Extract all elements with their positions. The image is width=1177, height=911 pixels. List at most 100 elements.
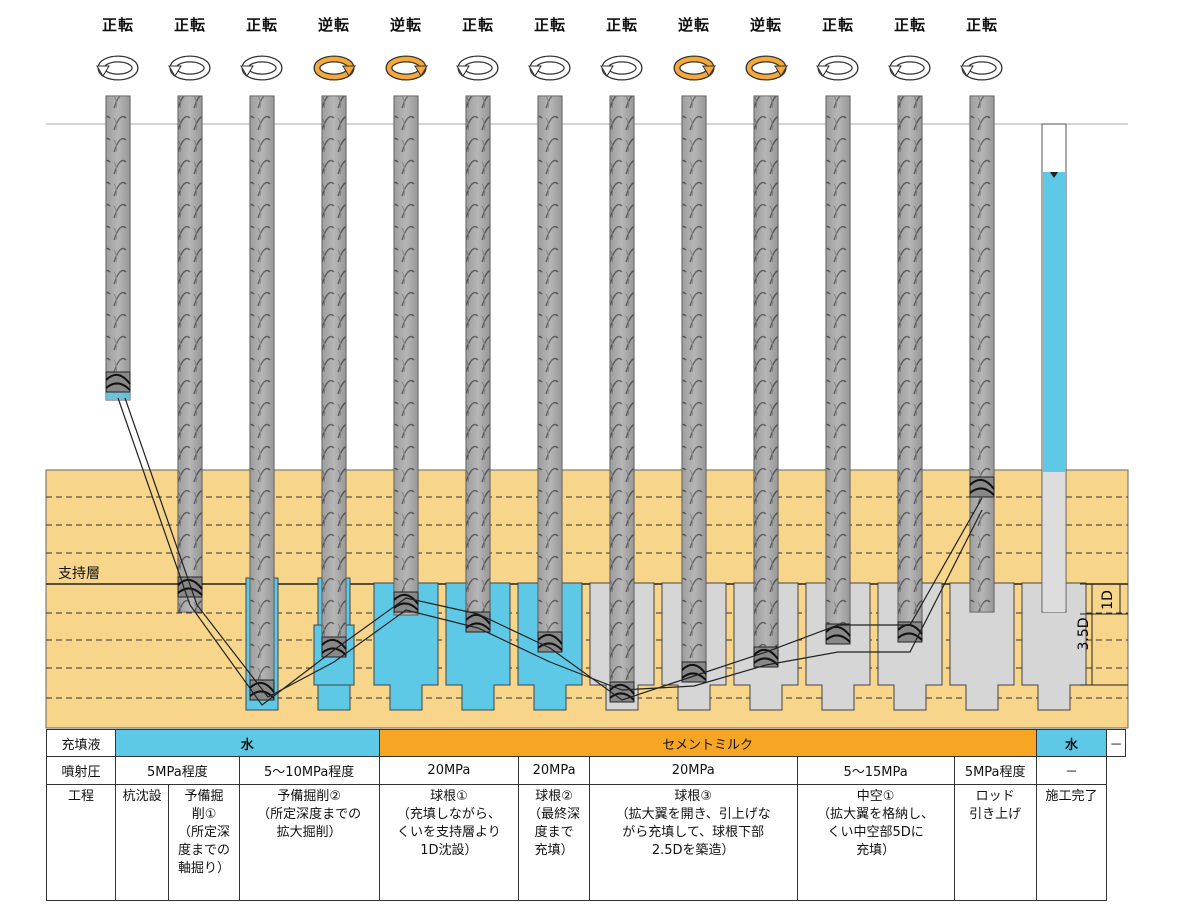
process-line: 度まで xyxy=(534,825,574,840)
soil-layer xyxy=(45,469,1129,729)
drill-rod xyxy=(969,95,995,613)
process-line: くいを支持層より xyxy=(397,825,501,840)
dim-35d-label: 3.5D xyxy=(1076,617,1092,650)
process-row-label: 工程 xyxy=(46,784,116,901)
process-cell: 球根① （充填しながら、 くいを支持層より 1D沈設） xyxy=(378,784,520,901)
drill-rod xyxy=(177,95,203,613)
process-table: 充填液 水 セメントミルク 水 － 噴射圧 5MPa程度 5～10MPa程度 2… xyxy=(46,729,1126,901)
process-cell: 予備掘 削① （所定深 度までの 軸掘り） xyxy=(168,784,240,901)
auger-head-icon xyxy=(825,623,851,645)
rotation-label: 正転 xyxy=(965,16,998,34)
grout-bulb xyxy=(1021,582,1087,711)
rotation-arrow-icon xyxy=(673,55,716,81)
fluid-row: 充填液 水 セメントミルク 水 － xyxy=(46,729,1126,757)
process-line: くい中空部5Dに xyxy=(827,825,924,840)
rotation-arrow-icon xyxy=(385,55,428,81)
grout-bulb xyxy=(949,582,1015,711)
rotation-label: 正転 xyxy=(245,16,278,34)
rotation-arrow-icon xyxy=(745,55,788,81)
process-line: 球根② xyxy=(535,789,573,804)
head-trajectory-line xyxy=(124,397,983,698)
rotation-label: 逆転 xyxy=(317,16,350,34)
auger-head-icon xyxy=(537,631,563,653)
rotation-label: 逆転 xyxy=(749,16,782,34)
drill-rod xyxy=(249,95,275,701)
drill-rod xyxy=(465,95,491,631)
process-line: 2.5Dを築造） xyxy=(651,843,735,858)
process-cell: 球根② （最終深度まで充填） xyxy=(518,784,590,901)
process-cell: 中空① （拡大翼を格納し、 くい中空部5Dに 充填） xyxy=(796,784,955,901)
auger-head-icon xyxy=(681,661,707,683)
grout-bulb xyxy=(877,582,943,711)
process-line: （所定深度までの xyxy=(257,807,362,822)
process-line: 施工完了 xyxy=(1045,789,1098,804)
process-line: 中空① xyxy=(856,789,895,804)
grout-bulb xyxy=(445,582,511,711)
pressure-cell: 5～10MPa程度 xyxy=(238,756,380,785)
pressure-cell: － xyxy=(1035,756,1108,785)
process-cell: 球根③ （拡大翼を開き、引上げな がら充填して、球根下部 2.5Dを築造） xyxy=(588,784,798,901)
pressure-cell: 20MPa xyxy=(588,756,798,785)
process-line: （拡大翼を格納し、 xyxy=(817,807,935,822)
rotation-label: 逆転 xyxy=(677,16,710,34)
water-level-icon xyxy=(1050,172,1058,178)
drill-rod xyxy=(681,95,707,681)
pressure-cell: 5MPa程度 xyxy=(115,756,240,785)
grout-bulb xyxy=(805,582,871,711)
rotation-label: 正転 xyxy=(461,16,494,34)
drill-rod xyxy=(105,95,131,401)
fluid-cement-milk: セメントミルク xyxy=(378,729,1037,757)
process-line: （最終深 xyxy=(528,807,581,822)
process-line: 充填） xyxy=(534,843,574,858)
drill-rod xyxy=(753,95,779,661)
rotation-arrow-icon xyxy=(240,55,283,81)
rotation-label: 正転 xyxy=(893,16,926,34)
process-line: （充填しながら、 xyxy=(396,807,501,822)
rotation-arrow-icon xyxy=(960,55,1003,81)
process-row: 工程 杭沈設 予備掘 削① （所定深 度までの 軸掘り） 予備掘削② （所定深度までの 拡大… xyxy=(46,784,1126,901)
process-cell: 杭沈設 xyxy=(114,784,170,901)
auger-head-icon xyxy=(393,591,419,613)
rotation-arrow-icon xyxy=(313,55,356,81)
process-line: 杭沈設 xyxy=(122,789,162,804)
auger-head-icon xyxy=(969,476,995,498)
fluid-none: － xyxy=(1106,729,1126,757)
auger-head-icon xyxy=(609,681,635,703)
process-cell: ロッド 引き上げ xyxy=(953,784,1037,901)
fluid-row-label: 充填液 xyxy=(46,729,116,757)
drill-rod xyxy=(537,95,563,651)
pressure-cell: 20MPa xyxy=(518,756,590,785)
pressure-cell: 5～15MPa xyxy=(796,756,955,785)
drill-rod xyxy=(825,95,851,636)
auger-head-icon xyxy=(753,646,779,668)
process-line: 軸掘り） xyxy=(178,861,231,876)
fluid-water-2: 水 xyxy=(1035,729,1108,757)
fluid-water: 水 xyxy=(115,729,380,757)
process-line: （所定深 xyxy=(178,825,231,840)
rotation-arrow-icon xyxy=(528,55,571,81)
drill-rod xyxy=(609,95,635,696)
rotation-arrow-icon xyxy=(600,55,643,81)
rotation-label: 正転 xyxy=(533,16,566,34)
rotation-label: 正転 xyxy=(173,16,206,34)
process-line: ロッド xyxy=(975,789,1015,804)
rotation-arrow-icon xyxy=(816,55,859,81)
process-line: 削① xyxy=(191,807,217,822)
process-line: 予備掘削② xyxy=(277,789,341,804)
head-trajectory-line xyxy=(117,397,983,706)
process-line: （拡大翼を開き、引上げな xyxy=(615,807,771,822)
rotation-arrow-icon xyxy=(168,55,211,81)
auger-head-icon xyxy=(105,371,131,393)
pile-hollow xyxy=(1043,472,1065,612)
pressure-cell: 20MPa xyxy=(378,756,520,785)
process-line: 球根③ xyxy=(674,789,713,804)
drill-rod xyxy=(321,95,347,651)
process-line: 1D沈設） xyxy=(420,843,478,858)
pressure-row-label: 噴射圧 xyxy=(46,756,116,785)
drill-rod xyxy=(393,95,419,616)
process-line: 度までの xyxy=(178,843,231,858)
process-line: 引き上げ xyxy=(969,807,1022,822)
rotation-arrow-icon xyxy=(96,55,139,81)
drill-rod xyxy=(897,95,923,629)
water-column xyxy=(1043,172,1065,472)
